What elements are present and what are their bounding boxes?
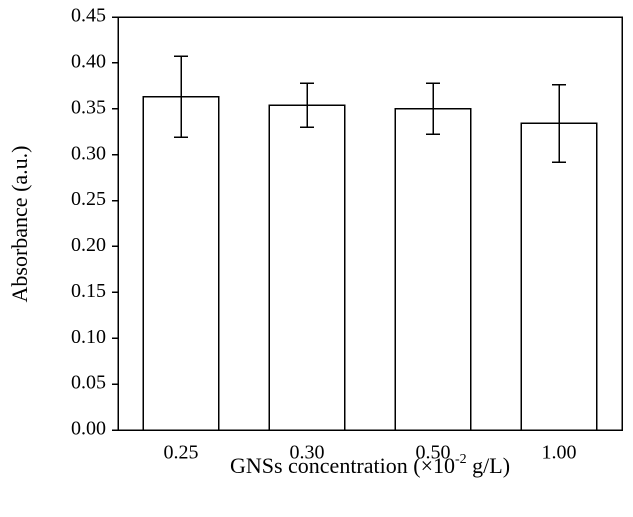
bar <box>142 96 220 431</box>
bar <box>520 122 598 431</box>
x-axis-title: GNSs concentration (×10-2 g/L) <box>230 452 510 478</box>
x-tick-label: 1.00 <box>542 442 577 464</box>
x-tick-label: 0.50 <box>416 442 451 464</box>
y-axis-title: Absorbance (a.u.) <box>7 146 32 303</box>
error-bar <box>426 82 440 136</box>
y-tick-label: 0.45 <box>71 5 106 27</box>
y-tick-label: 0.15 <box>71 280 106 302</box>
error-bar <box>300 82 314 128</box>
y-tick-label: 0.10 <box>71 326 106 348</box>
x-tick-label: 0.30 <box>290 442 325 464</box>
bar <box>268 104 346 431</box>
x-axis-title-part: GNSs concentration (×10 <box>230 453 455 478</box>
error-bar <box>552 84 566 163</box>
y-tick-label: 0.40 <box>71 50 106 72</box>
x-tick-label: 0.25 <box>164 442 199 464</box>
y-tick-label: 0.35 <box>71 96 106 118</box>
y-tick-label: 0.30 <box>71 142 106 164</box>
y-tick-label: 0.05 <box>71 372 106 394</box>
plot-frame <box>117 16 623 431</box>
x-axis-title-sup: -2 <box>455 452 467 467</box>
y-tick-label: 0.00 <box>71 418 106 440</box>
x-axis-title-part: g/L) <box>467 453 510 478</box>
bar <box>394 108 472 431</box>
y-tick-label: 0.25 <box>71 188 106 210</box>
y-tick-label: 0.20 <box>71 234 106 256</box>
error-bar <box>174 55 188 138</box>
